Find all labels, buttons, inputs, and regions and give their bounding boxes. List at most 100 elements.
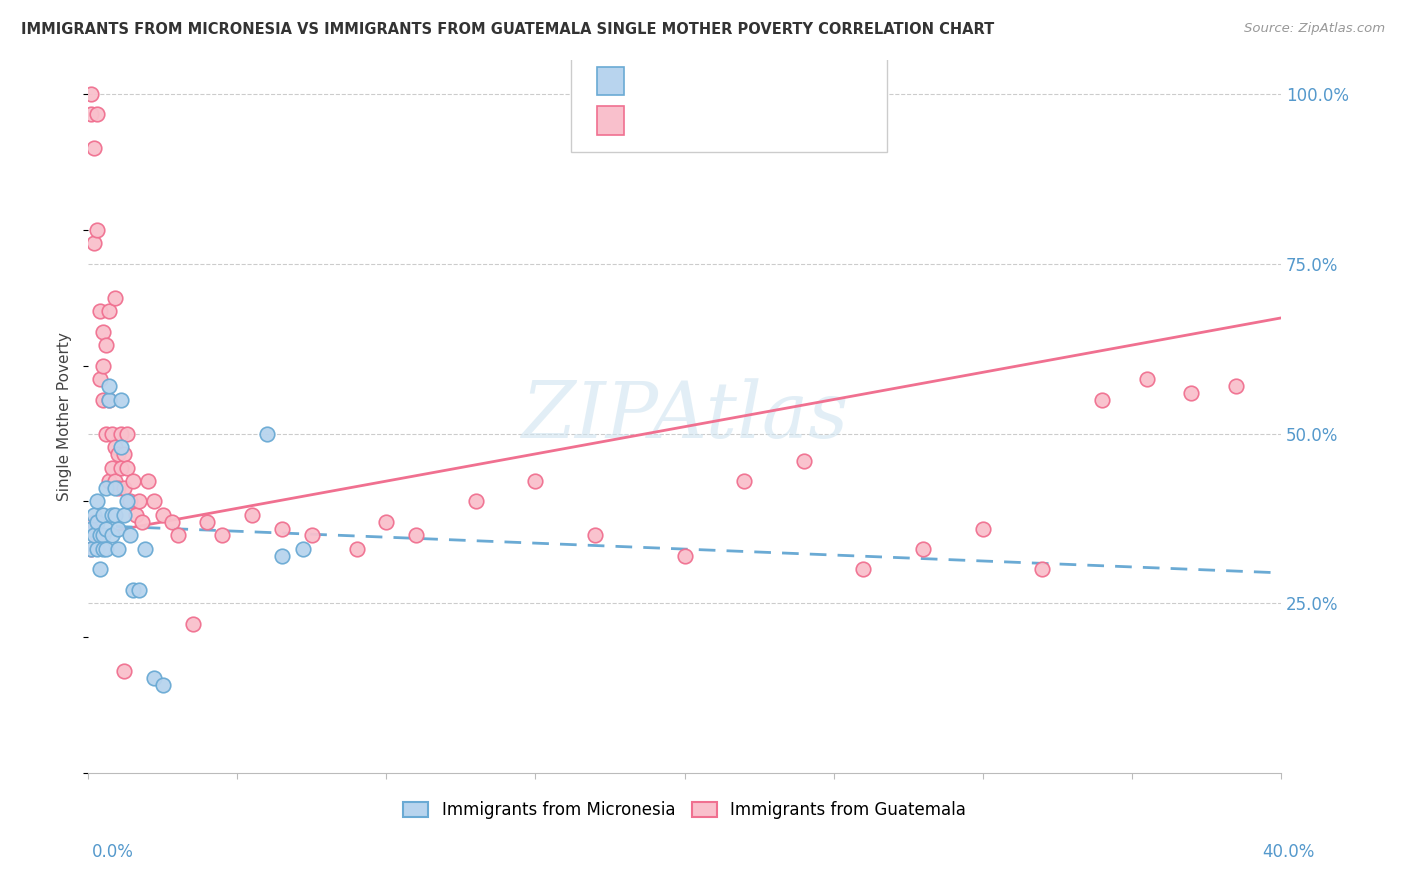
Point (83, 508, 105, 522)
Point (131, 515, 153, 529)
Point (1031, 562, 1053, 576)
Point (524, 474, 547, 488)
Point (94, 426, 117, 441)
Text: N =: N = (749, 73, 783, 88)
Text: 0.275: 0.275 (669, 112, 717, 128)
Point (89, 528, 111, 542)
Point (104, 508, 127, 522)
Point (115, 494, 138, 508)
Point (583, 528, 606, 542)
Point (107, 481, 129, 495)
Point (211, 528, 233, 542)
Point (122, 474, 145, 488)
Text: IMMIGRANTS FROM MICRONESIA VS IMMIGRANTS FROM GUATEMALA SINGLE MOTHER POVERTY CO: IMMIGRANTS FROM MICRONESIA VS IMMIGRANTS… (21, 22, 994, 37)
Point (98, 474, 121, 488)
Point (80, 542, 103, 557)
Point (91, 325, 114, 339)
Point (94, 481, 117, 495)
Point (98, 392, 121, 407)
Point (733, 474, 755, 488)
Point (128, 494, 150, 508)
Point (793, 453, 815, 467)
Point (1225, 379, 1247, 393)
Point (80, 522, 103, 536)
Point (98, 392, 121, 407)
Point (112, 508, 135, 522)
Point (136, 474, 159, 488)
Text: 36: 36 (782, 73, 804, 88)
Point (107, 522, 129, 536)
Point (112, 665, 135, 679)
Point (118, 494, 141, 508)
Point (1136, 372, 1159, 386)
Point (86, 528, 108, 542)
Legend: Immigrants from Micronesia, Immigrants from Guatemala: Immigrants from Micronesia, Immigrants f… (396, 795, 973, 826)
Point (110, 440, 132, 454)
Point (104, 291, 127, 305)
Point (91, 359, 114, 373)
Point (89, 562, 111, 576)
Point (83, 528, 105, 542)
Point (240, 508, 263, 522)
Point (94, 338, 117, 352)
Point (1180, 385, 1202, 400)
Point (125, 508, 148, 522)
Point (104, 481, 127, 495)
Point (94, 522, 117, 536)
Point (852, 562, 875, 576)
Point (375, 515, 398, 529)
Point (291, 542, 314, 557)
Text: -0.047: -0.047 (669, 73, 724, 88)
Point (86, 494, 108, 508)
Point (80, 542, 103, 557)
Point (301, 528, 323, 542)
Point (86, 222, 108, 236)
FancyBboxPatch shape (598, 106, 624, 135)
Point (80, 107, 103, 121)
Point (98, 304, 121, 318)
Point (134, 542, 156, 557)
Point (118, 528, 141, 542)
Text: 0.0%: 0.0% (91, 843, 134, 861)
Point (104, 440, 127, 454)
Point (89, 372, 111, 386)
Point (142, 494, 165, 508)
Point (122, 582, 145, 597)
Point (673, 549, 696, 563)
Point (110, 426, 132, 441)
Point (110, 460, 132, 475)
Point (464, 494, 486, 508)
Point (142, 671, 165, 685)
Point (160, 515, 183, 529)
Point (271, 549, 294, 563)
Point (107, 542, 129, 557)
Text: N =: N = (749, 112, 783, 128)
Point (912, 542, 935, 557)
Point (256, 426, 278, 441)
Y-axis label: Single Mother Poverty: Single Mother Poverty (58, 332, 72, 501)
Point (91, 528, 114, 542)
Text: 40.0%: 40.0% (1263, 843, 1315, 861)
Text: R =: R = (636, 73, 669, 88)
Point (152, 508, 174, 522)
Point (83, 515, 105, 529)
Point (128, 582, 150, 597)
Point (104, 474, 127, 488)
Point (110, 392, 132, 407)
Point (112, 447, 135, 461)
Text: Source: ZipAtlas.com: Source: ZipAtlas.com (1244, 22, 1385, 36)
Point (80, 87, 103, 101)
Point (405, 528, 427, 542)
Point (91, 508, 114, 522)
Point (94, 542, 117, 557)
Point (107, 447, 129, 461)
Point (89, 304, 111, 318)
Point (101, 508, 124, 522)
Point (101, 460, 124, 475)
Point (86, 542, 108, 557)
Point (181, 616, 204, 631)
Text: ZIPAtlas: ZIPAtlas (522, 378, 848, 455)
Text: R =: R = (636, 112, 669, 128)
Point (101, 528, 124, 542)
Point (98, 379, 121, 393)
